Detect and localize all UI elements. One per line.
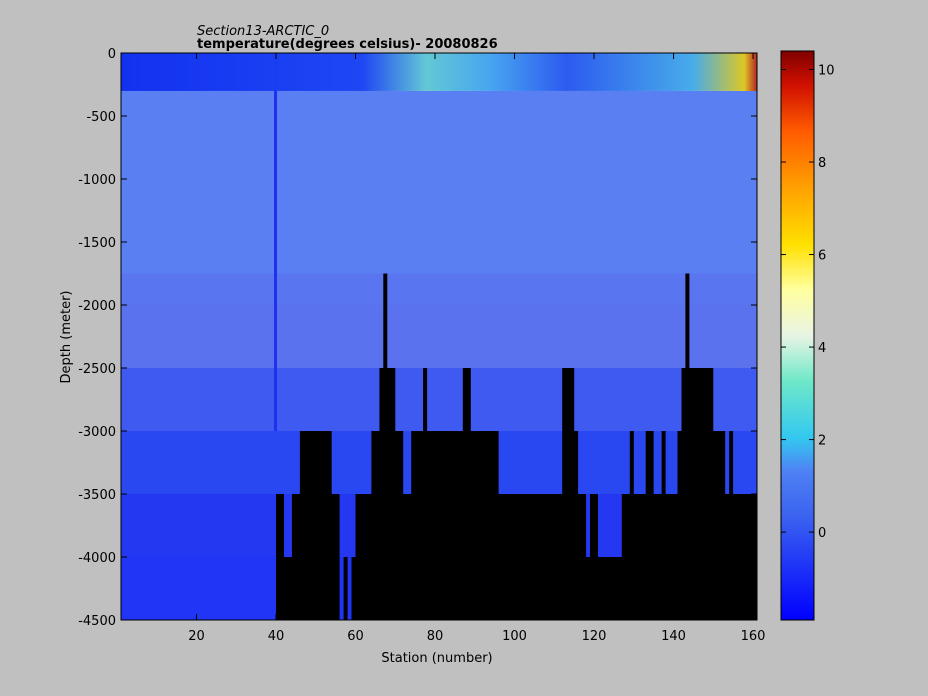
y-tick-label: -500 (86, 110, 116, 125)
y-tick-label: -2000 (78, 299, 116, 314)
y-tick-label: -4500 (78, 614, 116, 629)
layer-band (121, 90, 757, 274)
colorbar-ticks: 0 2 4 6 8 10 (781, 64, 835, 541)
x-tick-label: 40 (268, 629, 285, 644)
y-tick-label: -1500 (78, 236, 116, 251)
colorbar-tick-label: 4 (818, 341, 826, 356)
layer-band (121, 305, 757, 368)
x-tick-label: 160 (741, 629, 766, 644)
vertical-streak (274, 53, 278, 431)
seafloor-mask (121, 273, 757, 620)
colorbar-tick-label: 0 (818, 526, 826, 541)
x-tick-label: 60 (347, 629, 364, 644)
x-tick-label: 80 (427, 629, 444, 644)
plot-area (121, 53, 757, 620)
layer-band (121, 273, 757, 305)
y-tick-label: -2500 (78, 362, 116, 377)
y-tick-label: -3000 (78, 425, 116, 440)
surface-band (121, 53, 757, 91)
chart-subtitle: temperature(degrees celsius)- 20080826 (197, 37, 498, 52)
x-tick-label: 140 (661, 629, 686, 644)
x-axis-label: Station (number) (381, 651, 492, 666)
colorbar-tick-label: 6 (818, 249, 826, 264)
colorbar-tick-label: 2 (818, 434, 826, 449)
plot-frame (120, 52, 758, 621)
chart-title: Section13-ARCTIC_0 (197, 24, 329, 39)
y-axis-ticks: 0 -500 -1000 -1500 -2000 -2500 -3000 -3500 -4000… (78, 47, 757, 629)
y-tick-label: 0 (108, 47, 116, 62)
colorbar (780, 50, 815, 621)
y-axis-label: Depth (meter) (59, 291, 74, 384)
layer-band (121, 368, 757, 431)
colorbar-tick-label: 8 (818, 156, 826, 171)
y-tick-label: -3500 (78, 488, 116, 503)
colorbar-tick-label: 10 (818, 64, 835, 79)
y-tick-label: -1000 (78, 173, 116, 188)
x-tick-label: 120 (582, 629, 607, 644)
x-tick-label: 20 (188, 629, 205, 644)
y-tick-label: -4000 (78, 551, 116, 566)
x-tick-label: 100 (502, 629, 527, 644)
x-axis-ticks: 20 40 60 80 100 120 140 160 (188, 53, 765, 644)
